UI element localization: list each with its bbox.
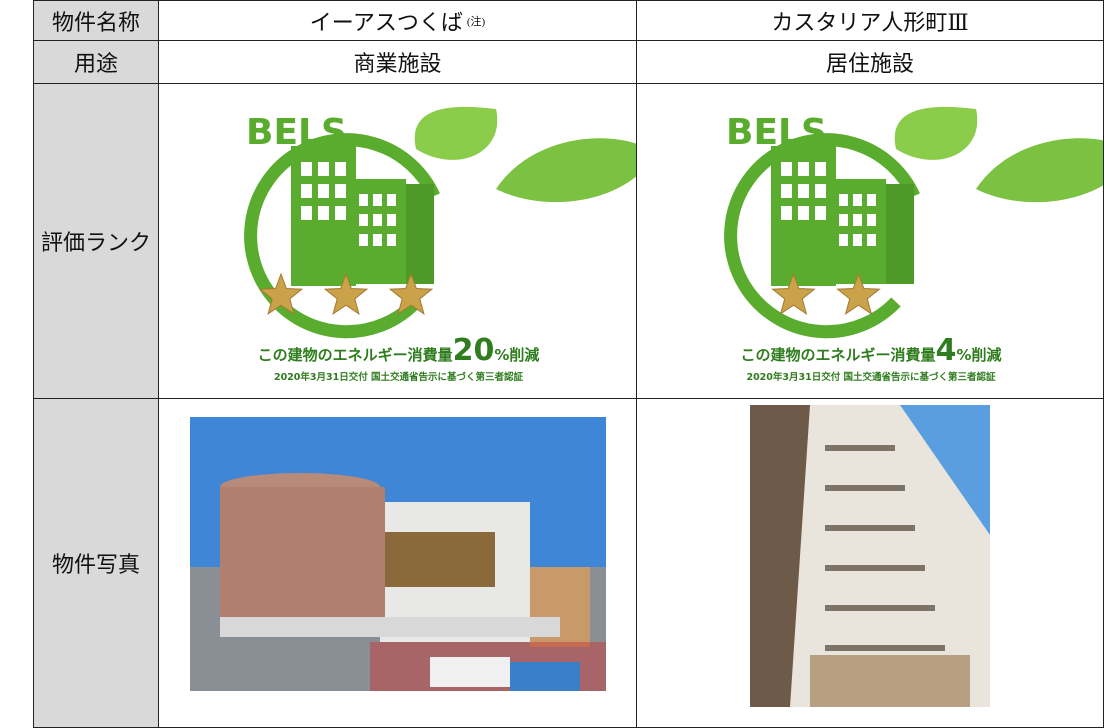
window	[798, 162, 809, 176]
ring	[244, 133, 440, 339]
leaf	[976, 138, 1103, 203]
photo	[189, 417, 606, 691]
issue-note: 2020年3月31日交付 国土交通省告示に基づく第三者認証	[746, 371, 996, 383]
row-label: 物件写真	[33, 398, 159, 728]
window	[815, 206, 826, 220]
star	[323, 272, 369, 315]
row-label: 用途	[33, 40, 159, 84]
window	[781, 184, 792, 198]
window	[867, 194, 876, 206]
window	[359, 234, 368, 246]
reduction: 20	[453, 333, 495, 368]
row-label: 評価ランク	[33, 83, 159, 399]
building	[406, 184, 434, 284]
window	[301, 206, 312, 220]
window	[798, 206, 809, 220]
star	[258, 272, 304, 315]
building	[886, 184, 914, 284]
window	[839, 234, 848, 246]
photo	[750, 405, 990, 707]
window	[839, 214, 848, 226]
window	[781, 162, 792, 176]
reduction-unit: %削減	[956, 346, 1001, 364]
leaf	[894, 106, 978, 160]
window	[373, 234, 382, 246]
window	[387, 214, 396, 226]
badge-cell: BELS この建物のエネルギー消費量4%削減 2020年3月31日交付 国土交通省告…	[636, 83, 1104, 399]
issue-note: 2020年3月31日交付 国土交通省告示に基づく第三者認証	[274, 371, 524, 383]
window	[318, 162, 329, 176]
leaf	[496, 138, 636, 203]
caption: この建物のエネルギー消費量4%削減	[741, 333, 1002, 368]
caption-text: この建物のエネルギー消費量	[258, 346, 453, 364]
ring	[724, 133, 920, 339]
property-name: イーアスつくば (注)	[158, 0, 637, 41]
window	[318, 206, 329, 220]
caption-text: この建物のエネルギー消費量	[741, 346, 936, 364]
window	[867, 214, 876, 226]
reduction: 4	[936, 333, 957, 368]
window	[815, 162, 826, 176]
window	[853, 214, 862, 226]
window	[335, 184, 346, 198]
window	[853, 194, 862, 206]
property-name: カスタリア人形町Ⅲ	[636, 0, 1104, 41]
window	[839, 194, 848, 206]
window	[373, 214, 382, 226]
window	[373, 194, 382, 206]
star	[771, 272, 816, 315]
window	[387, 234, 396, 246]
cell: 居住施設	[636, 40, 1104, 84]
window	[318, 184, 329, 198]
star	[388, 272, 434, 315]
caption: この建物のエネルギー消費量20%削減	[258, 333, 540, 368]
window	[359, 214, 368, 226]
leaf	[414, 106, 498, 160]
window	[359, 194, 368, 206]
window	[335, 162, 346, 176]
window	[867, 234, 876, 246]
badge-cell: BELS この建物のエネルギー消費量20%削減 2020年3月31日交付 国土交通省…	[158, 83, 637, 399]
name: イーアスつくば	[309, 9, 463, 35]
cell: 商業施設	[158, 40, 637, 84]
window	[301, 184, 312, 198]
window	[853, 234, 862, 246]
window	[335, 206, 346, 220]
row-label: 物件名称	[33, 0, 159, 41]
photo-cell	[158, 398, 637, 728]
reduction-unit: %削減	[494, 346, 539, 364]
window	[781, 206, 792, 220]
photo-cell	[636, 398, 1104, 728]
window	[815, 184, 826, 198]
note: (注)	[466, 15, 486, 28]
star	[836, 272, 881, 315]
window	[798, 184, 809, 198]
window	[301, 162, 312, 176]
window	[387, 194, 396, 206]
